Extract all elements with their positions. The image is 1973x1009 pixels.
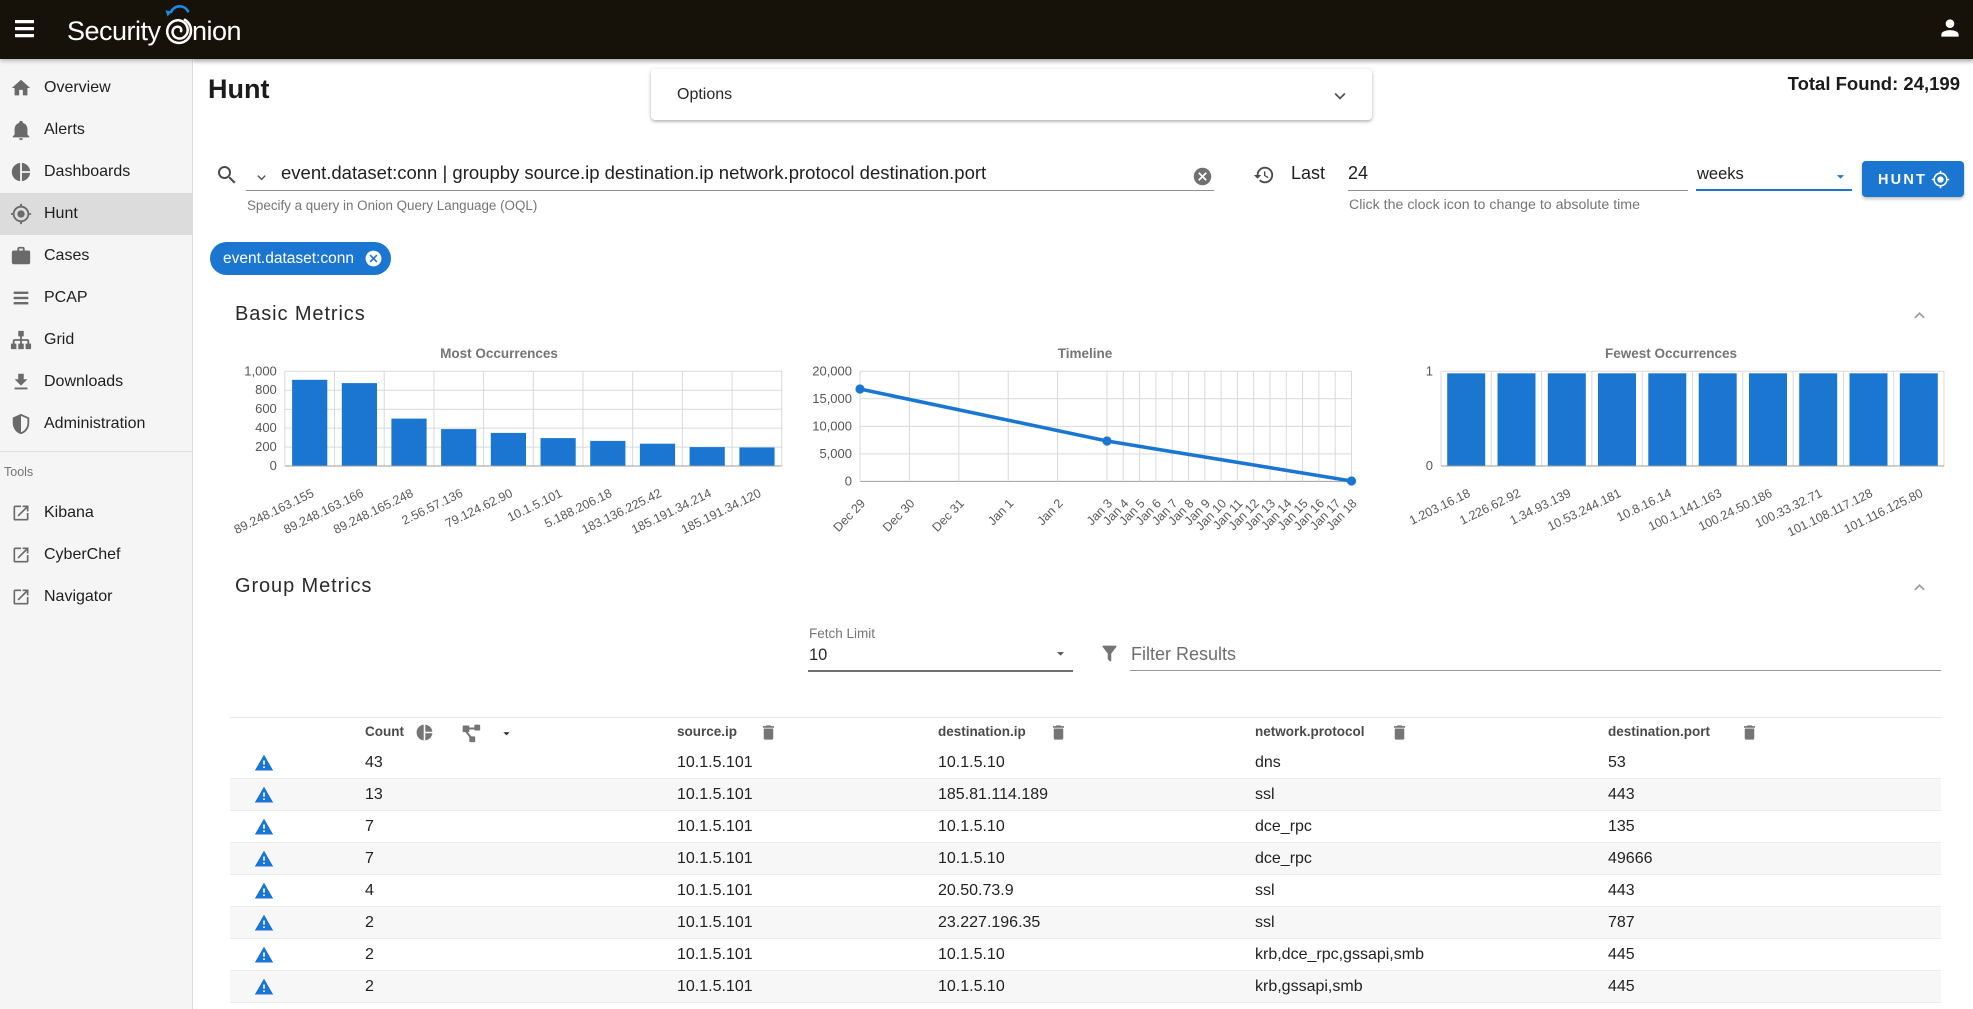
svg-text:0: 0 bbox=[1426, 458, 1433, 473]
svg-text:Dec 29: Dec 29 bbox=[831, 496, 869, 534]
svg-text:nion: nion bbox=[192, 16, 241, 46]
svg-text:Jan 2: Jan 2 bbox=[1034, 496, 1065, 528]
svg-text:15,000: 15,000 bbox=[812, 391, 852, 406]
svg-text:Timeline: Timeline bbox=[1058, 346, 1113, 361]
svg-text:200: 200 bbox=[255, 439, 277, 454]
svg-text:1: 1 bbox=[1426, 363, 1433, 378]
svg-text:400: 400 bbox=[255, 420, 277, 435]
svg-text:10,000: 10,000 bbox=[812, 418, 852, 433]
svg-text:5,000: 5,000 bbox=[819, 446, 852, 461]
svg-text:Dec 31: Dec 31 bbox=[929, 496, 967, 534]
svg-text:600: 600 bbox=[255, 401, 277, 416]
svg-text:800: 800 bbox=[255, 382, 277, 397]
svg-text:101.108.117.128: 101.108.117.128 bbox=[1785, 486, 1875, 539]
svg-text:Security: Security bbox=[67, 16, 162, 46]
svg-text:Dec 30: Dec 30 bbox=[880, 496, 918, 534]
svg-text:Most Occurrences: Most Occurrences bbox=[440, 346, 558, 361]
svg-text:1,000: 1,000 bbox=[244, 363, 277, 378]
svg-text:20,000: 20,000 bbox=[812, 363, 852, 378]
svg-text:89.248.163.155: 89.248.163.155 bbox=[232, 486, 316, 537]
svg-text:0: 0 bbox=[270, 458, 277, 473]
svg-text:Fewest Occurrences: Fewest Occurrences bbox=[1605, 346, 1737, 361]
svg-text:0: 0 bbox=[845, 473, 852, 488]
svg-text:Jan 1: Jan 1 bbox=[985, 496, 1016, 528]
